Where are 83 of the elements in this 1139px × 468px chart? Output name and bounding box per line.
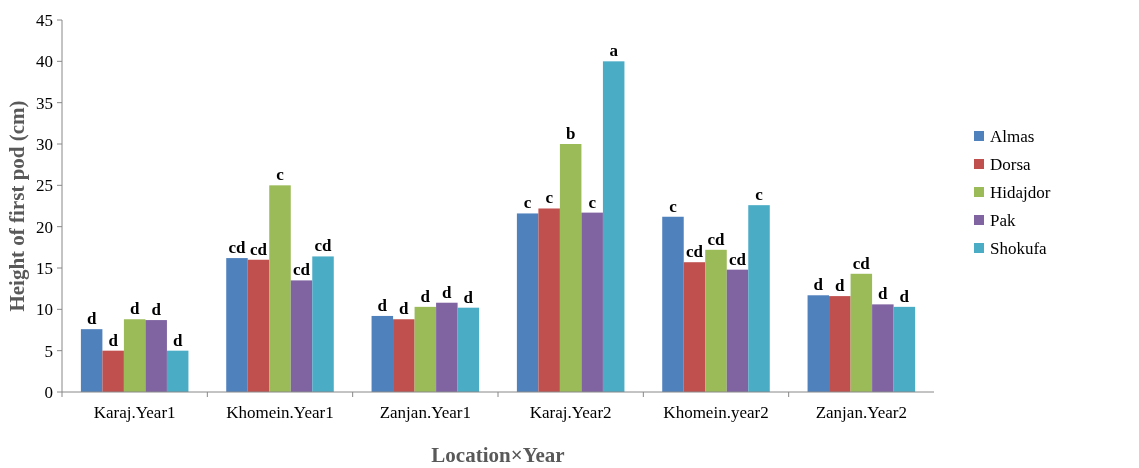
- y-tick-label: 25: [36, 176, 53, 196]
- data-label: d: [399, 299, 410, 319]
- bar: [226, 258, 248, 392]
- data-label: c: [588, 192, 597, 212]
- bar: [683, 262, 706, 392]
- bar: [371, 315, 394, 392]
- legend-label: Pak: [990, 210, 1016, 230]
- y-tick-label: 45: [36, 10, 53, 30]
- bar: [705, 249, 727, 392]
- bar: [247, 259, 270, 392]
- y-tick-label: 15: [36, 258, 53, 278]
- bar: [850, 273, 873, 392]
- data-label: d: [899, 286, 910, 306]
- bar: [414, 306, 437, 392]
- y-tick-label: 0: [44, 382, 53, 402]
- data-label: d: [442, 282, 453, 302]
- y-tick-label: 10: [36, 300, 53, 320]
- bar: [726, 269, 749, 392]
- data-label: d: [172, 330, 183, 350]
- bar: [516, 213, 539, 392]
- data-label: cd: [729, 249, 747, 269]
- bar: [662, 216, 684, 392]
- bar: [559, 144, 582, 392]
- bar: [893, 306, 916, 392]
- data-label: cd: [249, 239, 268, 259]
- y-tick-label: 35: [36, 93, 53, 113]
- legend-label: Almas: [990, 126, 1035, 146]
- bar: [829, 296, 851, 392]
- bar: [102, 350, 124, 392]
- legend-label: Hidajdor: [990, 182, 1051, 202]
- data-label: a: [609, 41, 619, 61]
- data-label: c: [755, 185, 764, 205]
- data-label: cd: [228, 238, 247, 258]
- legend-label: Dorsa: [990, 154, 1032, 174]
- y-axis-title: Height of first pod (cm): [5, 100, 29, 312]
- data-label: cd: [707, 229, 726, 249]
- data-label: d: [129, 299, 140, 319]
- x-tick-label: Karaj.Year2: [529, 403, 612, 422]
- y-tick-label: 20: [36, 217, 53, 237]
- bar: [166, 350, 189, 392]
- y-tick-label: 40: [36, 52, 53, 72]
- data-label: d: [420, 286, 431, 306]
- bar: [602, 61, 625, 392]
- bar: [269, 185, 291, 392]
- data-label: d: [813, 275, 824, 295]
- legend-label: Shokufa: [990, 238, 1048, 258]
- bar: [748, 205, 770, 392]
- data-label: d: [377, 295, 388, 315]
- x-tick-label: Zanjan.Year1: [379, 403, 471, 422]
- x-tick-label: Karaj.Year1: [93, 403, 176, 422]
- data-label: cd: [685, 242, 704, 262]
- bar: [312, 256, 334, 392]
- data-label: cd: [852, 253, 871, 273]
- data-label: c: [276, 165, 285, 185]
- bar: [145, 320, 167, 392]
- x-tick-label: Zanjan.Year2: [815, 403, 907, 422]
- bar: [581, 212, 603, 392]
- data-label: b: [565, 124, 576, 143]
- bar: [393, 319, 415, 392]
- data-label: d: [463, 287, 474, 307]
- data-label: cd: [314, 236, 333, 256]
- y-tick-label: 5: [44, 341, 53, 361]
- bar: [872, 304, 894, 392]
- bar: [290, 280, 313, 392]
- x-axis-title: Location×Year: [431, 443, 565, 467]
- data-label: d: [86, 309, 97, 329]
- bar: [538, 208, 560, 392]
- y-tick-label: 30: [36, 134, 53, 154]
- data-label: c: [523, 193, 532, 213]
- data-label: cd: [293, 260, 311, 280]
- data-label: d: [108, 330, 119, 350]
- bar: [80, 329, 103, 392]
- bar: [457, 307, 480, 392]
- bar: [123, 319, 146, 392]
- bar: [436, 302, 458, 392]
- x-tick-label: Khomein.year2: [663, 403, 769, 422]
- data-label: c: [545, 188, 554, 208]
- x-tick-label: Khomein.Year1: [226, 403, 334, 422]
- bar: [807, 295, 830, 392]
- data-label: d: [151, 300, 162, 320]
- data-label: d: [835, 276, 846, 296]
- data-label: c: [669, 196, 678, 216]
- data-label: d: [878, 284, 889, 304]
